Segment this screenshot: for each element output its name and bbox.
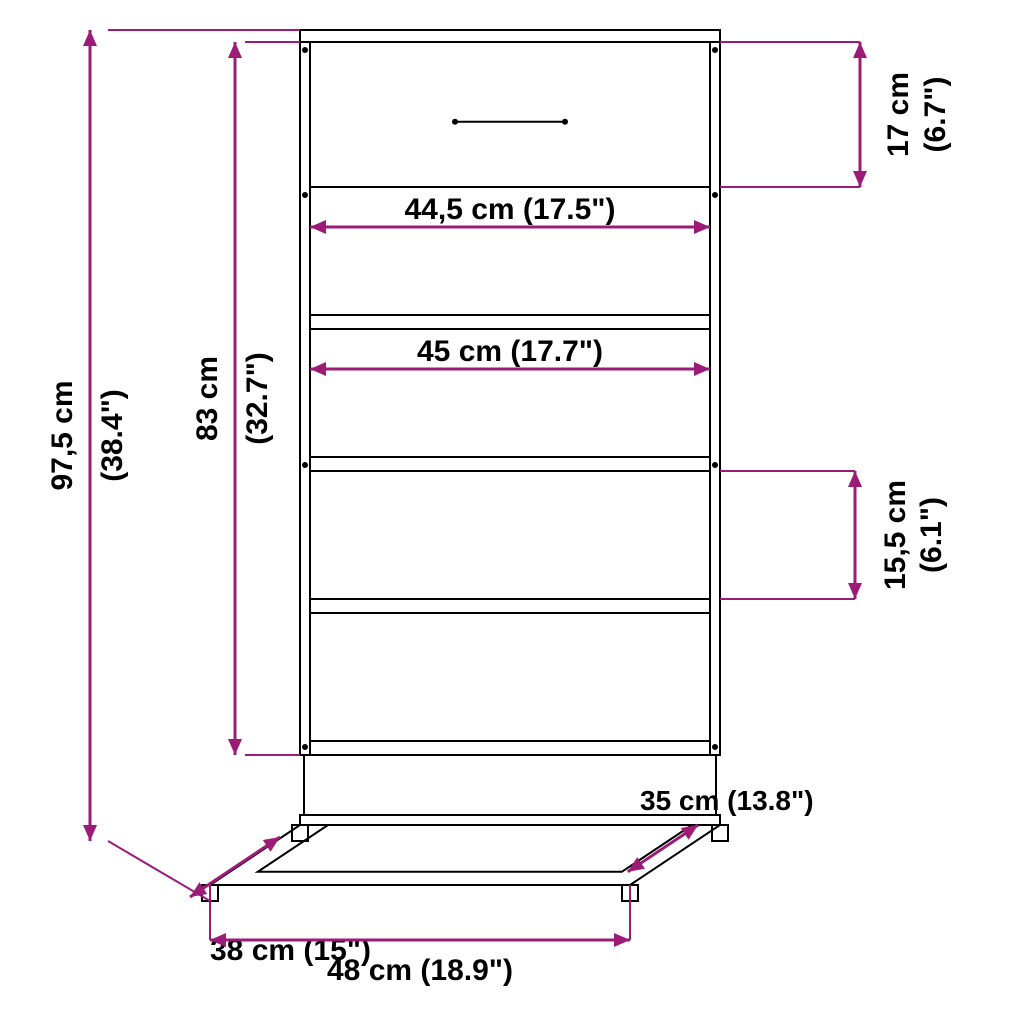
svg-text:15,5 cm: 15,5 cm	[879, 480, 912, 590]
svg-text:35 cm (13.8"): 35 cm (13.8")	[640, 785, 814, 816]
svg-text:17 cm: 17 cm	[882, 72, 915, 157]
svg-text:44,5 cm (17.5"): 44,5 cm (17.5")	[404, 193, 615, 226]
svg-text:45 cm (17.7"): 45 cm (17.7")	[417, 335, 603, 368]
svg-text:83 cm: 83 cm	[191, 356, 224, 441]
svg-text:(6.1"): (6.1")	[915, 497, 948, 573]
svg-text:(6.7"): (6.7")	[919, 77, 952, 153]
svg-text:(32.7"): (32.7")	[241, 352, 274, 445]
svg-text:48 cm (18.9"): 48 cm (18.9")	[327, 954, 513, 987]
svg-text:97,5 cm: 97,5 cm	[46, 380, 79, 490]
svg-text:(38.4"): (38.4")	[96, 389, 129, 482]
